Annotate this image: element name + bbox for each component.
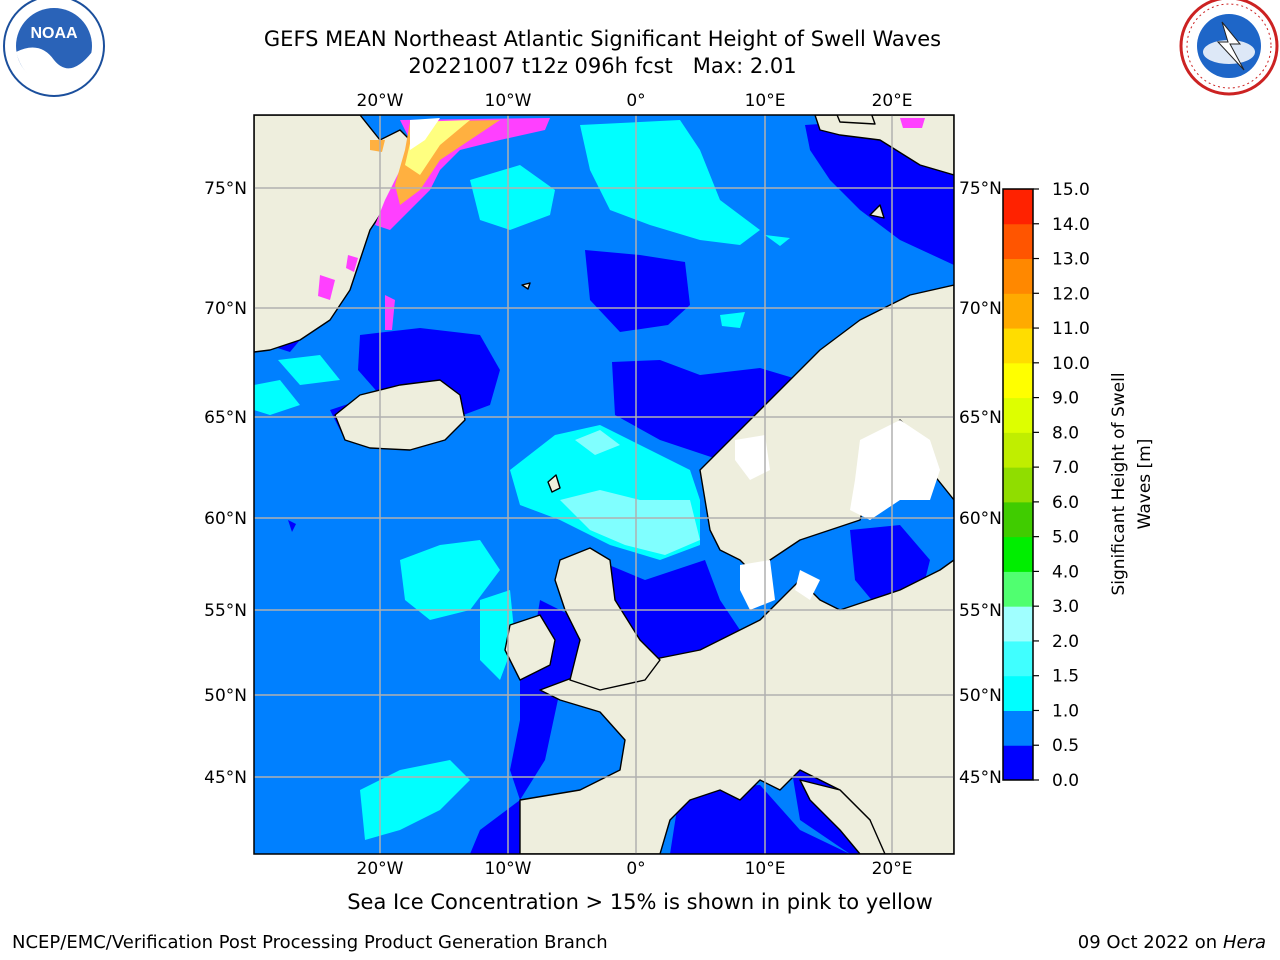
colorbar-frame xyxy=(1002,188,1034,781)
colorbar-segment xyxy=(1003,571,1033,607)
footer-credit: NCEP/EMC/Verification Post Processing Pr… xyxy=(12,932,608,953)
colorbar-tick-label: 0.5 xyxy=(1052,736,1079,756)
colorbar-tick-label: 0.0 xyxy=(1052,771,1079,791)
lon-label-bottom: 10°W xyxy=(485,859,532,879)
lon-label-bottom: 20°W xyxy=(357,859,404,879)
colorbar-segment xyxy=(1003,606,1033,642)
lat-label-right: 60°N xyxy=(959,509,1002,529)
lat-labels-right: 75°N 70°N 65°N 60°N 55°N 50°N 45°N xyxy=(959,179,1002,788)
lon-label-top: 10°W xyxy=(485,91,532,111)
lat-label-right: 65°N xyxy=(959,408,1002,428)
lat-label-left: 45°N xyxy=(204,768,247,788)
colorbar-segment xyxy=(1003,362,1033,399)
colorbar-segment xyxy=(1003,258,1033,294)
sea-ice xyxy=(318,118,925,330)
footer-date: 09 Oct 2022 on Hera xyxy=(1078,932,1266,953)
footer-host: Hera xyxy=(1222,932,1266,953)
colorbar-label-line2: Waves [m] xyxy=(1135,439,1155,530)
lon-labels-bottom: 20°W 10°W 0° 10°E 20°E xyxy=(357,859,913,879)
lat-labels-left: 75°N 70°N 65°N 60°N 55°N 50°N 45°N xyxy=(204,179,247,788)
colorbar-segment xyxy=(1003,223,1033,260)
lat-label-right: 55°N xyxy=(959,601,1002,621)
colorbar-tick-label: 3.0 xyxy=(1052,597,1079,617)
colorbar-tick-label: 2.0 xyxy=(1052,632,1079,652)
colorbar-tick-label: 4.0 xyxy=(1052,562,1079,582)
lat-label-left: 65°N xyxy=(204,408,247,428)
colorbar-tick-label: 8.0 xyxy=(1052,423,1079,443)
lat-label-left: 55°N xyxy=(204,601,247,621)
lat-label-right: 45°N xyxy=(959,768,1002,788)
noaa-logo: NOAA xyxy=(3,0,105,97)
lat-label-left: 60°N xyxy=(204,509,247,529)
chart-subtitle: 20221007 t12z 096h fcst Max: 2.01 xyxy=(408,54,797,78)
map-frame xyxy=(253,114,955,855)
colorbar-tick-label: 14.0 xyxy=(1052,215,1090,235)
lon-label-top: 20°E xyxy=(872,91,913,111)
colorbar-tick-label: 9.0 xyxy=(1052,389,1079,409)
nws-logo xyxy=(1179,0,1279,96)
colorbar-ticks: 0.0 0.5 1.0 1.5 2.0 3.0 4.0 5.0 6.0 7.0 8.0 9.0 10.0… xyxy=(1033,180,1090,791)
colorbar-label-line1: Significant Height of Swell xyxy=(1109,372,1129,595)
colorbar-segment xyxy=(1003,189,1033,225)
colorbar-segment xyxy=(1003,501,1033,538)
colorbar-tick-label: 6.0 xyxy=(1052,493,1079,513)
colorbar-segment xyxy=(1003,536,1033,572)
land-masses xyxy=(254,115,954,854)
lon-label-top: 0° xyxy=(626,91,645,111)
colorbar-segment xyxy=(1003,432,1033,468)
colorbar-tick-label: 1.0 xyxy=(1052,701,1079,721)
colorbar-segment xyxy=(1003,710,1033,746)
lat-label-right: 70°N xyxy=(959,299,1002,319)
colorbar xyxy=(1002,188,1034,781)
lon-label-bottom: 10°E xyxy=(745,859,786,879)
lon-label-bottom: 0° xyxy=(626,859,645,879)
colorbar-tick-label: 7.0 xyxy=(1052,458,1079,478)
colorbar-segment xyxy=(1003,397,1033,433)
colorbar-segment xyxy=(1003,745,1033,781)
map-area xyxy=(254,115,954,854)
colorbar-tick-label: 1.5 xyxy=(1052,667,1079,687)
colorbar-tick-label: 13.0 xyxy=(1052,250,1090,270)
lat-label-right: 50°N xyxy=(959,686,1002,706)
colorbar-tick-label: 10.0 xyxy=(1052,354,1090,374)
no-data-patches xyxy=(735,420,940,610)
lat-label-left: 50°N xyxy=(204,686,247,706)
colorbar-segment xyxy=(1003,675,1033,711)
colorbar-segment xyxy=(1003,640,1033,677)
colorbar-tick-label: 11.0 xyxy=(1052,319,1090,339)
lon-labels-top: 20°W 10°W 0° 10°E 20°E xyxy=(357,91,913,111)
noaa-logo-text: NOAA xyxy=(30,25,78,42)
lat-label-right: 75°N xyxy=(959,179,1002,199)
colorbar-segment xyxy=(1003,293,1033,329)
high-swell-regions xyxy=(560,430,700,555)
map-gridlines xyxy=(254,115,954,854)
colorbar-tick-label: 5.0 xyxy=(1052,528,1079,548)
sea-ice-caption: Sea Ice Concentration > 15% is shown in … xyxy=(347,890,933,914)
lat-label-left: 75°N xyxy=(204,179,247,199)
chart-title: GEFS MEAN Northeast Atlantic Significant… xyxy=(263,27,942,51)
lon-label-top: 10°E xyxy=(745,91,786,111)
footer-date-text: 09 Oct 2022 on xyxy=(1077,932,1223,953)
lat-label-left: 70°N xyxy=(204,299,247,319)
lon-label-bottom: 20°E xyxy=(872,859,913,879)
lon-label-top: 20°W xyxy=(357,91,404,111)
colorbar-tick-label: 12.0 xyxy=(1052,284,1090,304)
colorbar-tick-label: 15.0 xyxy=(1052,180,1090,200)
colorbar-segment xyxy=(1003,328,1033,364)
colorbar-segment xyxy=(1003,467,1033,503)
